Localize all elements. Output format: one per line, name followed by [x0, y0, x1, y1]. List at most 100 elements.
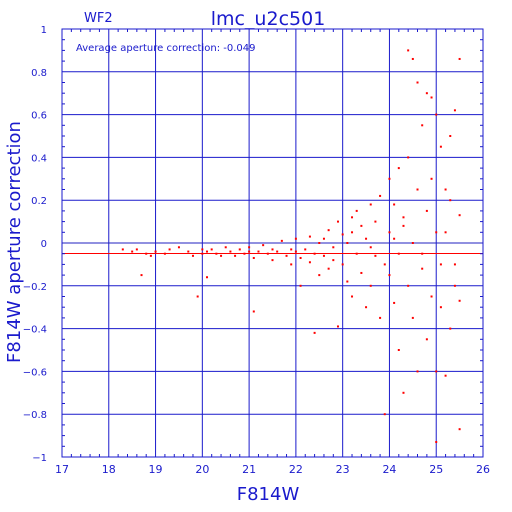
data-point — [346, 242, 349, 244]
data-point — [444, 231, 447, 234]
data-point — [121, 248, 124, 251]
data-point — [411, 242, 414, 244]
panel-label: WF2 — [84, 11, 113, 26]
y-tick-label: −0.6 — [23, 367, 47, 378]
data-point — [421, 252, 424, 255]
data-point — [449, 135, 452, 137]
data-point — [388, 274, 391, 277]
data-point — [369, 203, 372, 206]
data-point — [294, 237, 297, 240]
data-point — [262, 244, 265, 247]
x-tick-label: 24 — [382, 463, 396, 476]
y-tick-label: 1 — [41, 25, 47, 36]
data-point — [439, 145, 442, 148]
data-point — [393, 237, 396, 240]
data-point — [458, 428, 461, 431]
data-point — [402, 224, 405, 227]
average-annotation: Average aperture correction: -0.049 — [76, 43, 256, 54]
data-point — [435, 231, 438, 234]
data-point — [313, 331, 316, 334]
data-point — [458, 214, 461, 217]
data-point — [425, 209, 428, 212]
data-point — [355, 209, 358, 212]
data-point — [257, 250, 260, 253]
data-point — [201, 252, 204, 255]
plot-frame — [61, 28, 484, 458]
data-point — [196, 295, 199, 298]
data-point — [351, 295, 354, 298]
data-point — [355, 252, 358, 255]
data-point — [416, 188, 419, 191]
data-point — [322, 237, 325, 240]
data-point — [374, 220, 377, 223]
data-point — [425, 338, 428, 341]
data-point — [407, 156, 410, 159]
data-point — [449, 327, 452, 330]
data-point — [285, 254, 288, 257]
data-point — [346, 280, 349, 283]
x-tick-label: 21 — [242, 463, 256, 476]
data-point — [411, 316, 414, 319]
data-point — [453, 263, 456, 266]
data-point — [393, 203, 396, 206]
data-point — [145, 252, 148, 255]
data-point — [332, 246, 335, 249]
data-point — [453, 284, 456, 287]
data-point — [210, 248, 213, 251]
data-point — [435, 441, 438, 444]
data-point — [379, 194, 382, 197]
data-point — [402, 391, 405, 394]
data-point — [365, 237, 368, 240]
data-point — [360, 271, 363, 274]
y-tick-label: 0.8 — [31, 68, 47, 79]
data-point — [252, 256, 255, 259]
data-point — [369, 246, 372, 249]
data-point — [299, 256, 302, 259]
data-point — [402, 216, 405, 219]
data-points — [121, 49, 461, 444]
data-point — [421, 267, 424, 270]
data-point — [322, 254, 325, 257]
data-point — [453, 109, 456, 112]
data-point — [393, 301, 396, 304]
data-point — [444, 374, 447, 377]
data-point — [388, 231, 391, 234]
data-point — [290, 263, 293, 266]
data-point — [206, 250, 209, 253]
data-point — [252, 310, 255, 313]
data-point — [131, 250, 134, 253]
data-point — [220, 254, 223, 257]
data-point — [430, 177, 433, 180]
data-point — [308, 235, 311, 238]
x-tick-label: 17 — [55, 463, 69, 476]
x-axis-label: F814W — [237, 484, 300, 505]
data-point — [271, 248, 274, 251]
data-point — [154, 250, 157, 253]
data-point — [336, 220, 339, 223]
data-point — [397, 252, 400, 255]
data-point — [318, 274, 321, 277]
data-point — [411, 57, 414, 60]
x-tick-label: 19 — [149, 463, 163, 476]
data-point — [290, 248, 293, 251]
data-point — [206, 276, 209, 279]
data-point — [383, 263, 386, 266]
x-tick-label: 20 — [195, 463, 209, 476]
data-point — [439, 306, 442, 309]
data-point — [304, 248, 307, 251]
data-point — [435, 370, 438, 373]
data-point — [299, 284, 302, 287]
data-point — [168, 248, 171, 251]
data-point — [224, 246, 227, 249]
data-point — [458, 57, 461, 60]
data-point — [416, 370, 419, 373]
data-point — [243, 252, 246, 255]
data-point — [327, 229, 330, 232]
x-tick-label: 23 — [336, 463, 350, 476]
data-point — [379, 316, 382, 319]
data-point — [276, 250, 279, 253]
x-tick-label: 26 — [476, 463, 490, 476]
data-point — [294, 250, 297, 253]
